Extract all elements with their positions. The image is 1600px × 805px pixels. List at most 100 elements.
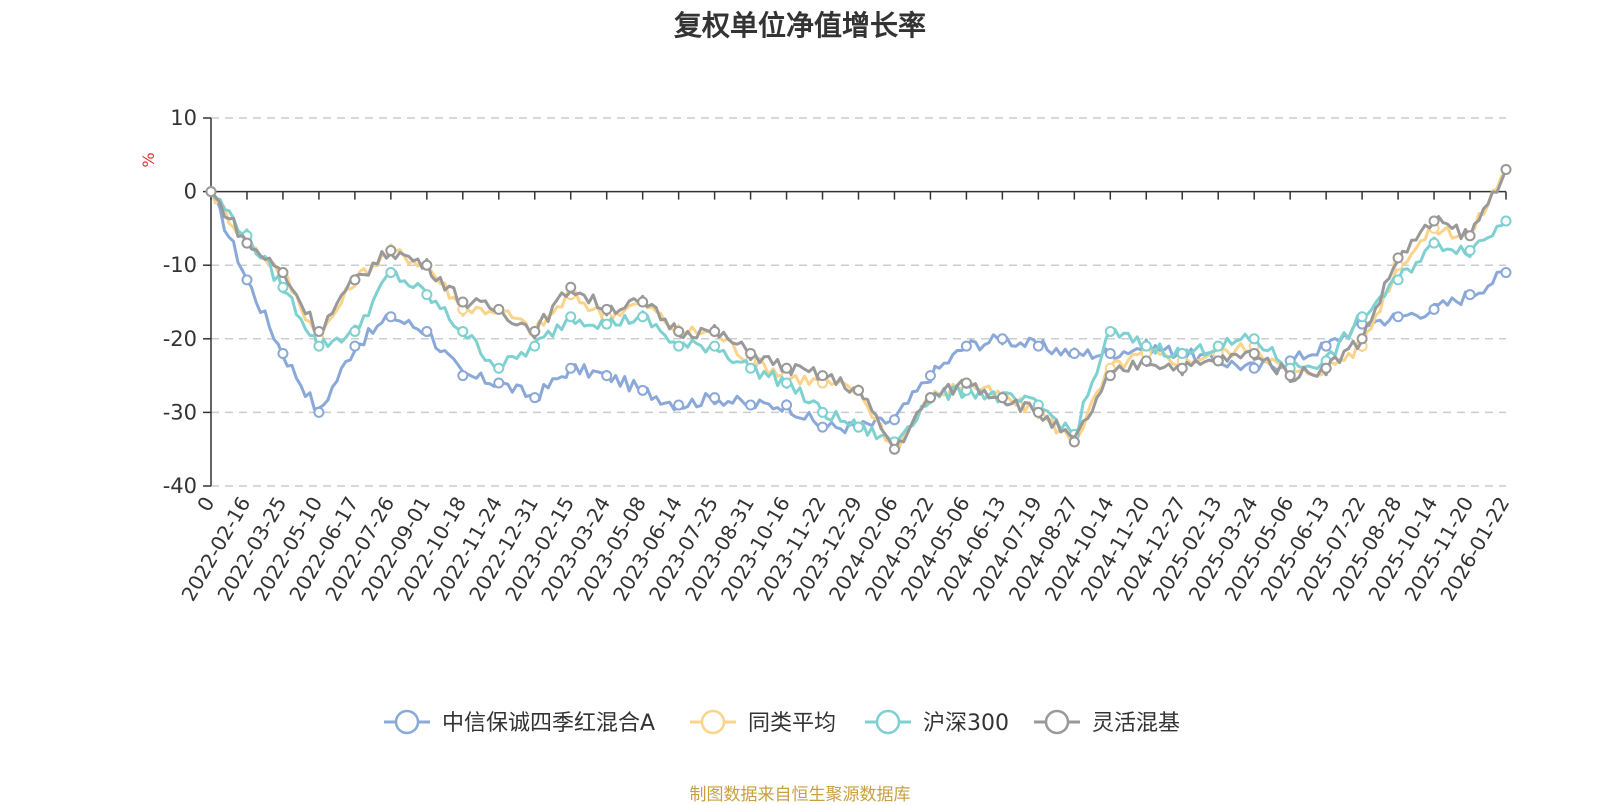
data-point: [960, 340, 972, 352]
y-tick-label: -20: [163, 327, 197, 351]
data-point: [529, 325, 541, 337]
data-point: [1212, 355, 1224, 367]
y-tick-label: -10: [163, 253, 197, 277]
data-point: [709, 340, 721, 352]
legend-label: 中信保诚四季红混合A: [442, 711, 655, 736]
series-layer: [205, 164, 1512, 455]
legend-swatch-marker: [875, 709, 901, 735]
legend-label: 灵活混基: [1092, 711, 1180, 736]
data-point: [1104, 370, 1116, 382]
data-point: [277, 348, 289, 360]
data-point: [1464, 289, 1476, 301]
data-point: [277, 267, 289, 279]
data-point: [1320, 362, 1332, 374]
data-point: [1140, 355, 1152, 367]
series-line: [209, 190, 1507, 435]
data-point: [241, 237, 253, 249]
data-point: [529, 340, 541, 352]
data-point: [1464, 244, 1476, 256]
data-point: [817, 406, 829, 418]
data-point: [1176, 348, 1188, 360]
data-point: [565, 362, 577, 374]
data-point: [1068, 348, 1080, 360]
data-point: [385, 267, 397, 279]
data-point: [349, 325, 361, 337]
data-point: [1428, 237, 1440, 249]
legend-label: 沪深300: [923, 711, 1009, 736]
data-point: [924, 370, 936, 382]
y-tick-label: 10: [170, 106, 197, 130]
data-point: [349, 340, 361, 352]
data-point: [421, 325, 433, 337]
data-point: [709, 325, 721, 337]
data-point: [493, 362, 505, 374]
data-point: [1392, 252, 1404, 264]
data-point: [637, 311, 649, 323]
data-point: [493, 377, 505, 389]
data-point: [709, 392, 721, 404]
legend-item: 同类平均: [690, 709, 836, 736]
data-point: [637, 296, 649, 308]
data-point: [601, 303, 613, 315]
data-point: [349, 274, 361, 286]
data-point: [960, 377, 972, 389]
legend-swatch-marker: [394, 709, 420, 735]
series-line: [209, 168, 1508, 453]
data-point: [1356, 311, 1368, 323]
data-point: [493, 303, 505, 315]
data-point: [745, 348, 757, 360]
data-point: [1212, 340, 1224, 352]
series-group: [205, 164, 1512, 455]
data-point: [1068, 436, 1080, 448]
data-point: [745, 399, 757, 411]
data-point: [1392, 274, 1404, 286]
data-point: [924, 392, 936, 404]
series-line: [209, 168, 1508, 451]
data-point: [996, 392, 1008, 404]
data-point: [1428, 303, 1440, 315]
data-point: [1248, 333, 1260, 345]
data-point: [853, 384, 864, 396]
data-point: [888, 414, 900, 426]
chart-title: 复权单位净值增长率: [673, 9, 926, 42]
data-point: [817, 421, 829, 433]
data-point: [1428, 215, 1440, 227]
data-point: [637, 384, 649, 396]
data-point: [1320, 340, 1332, 352]
data-point: [457, 325, 469, 337]
data-point: [277, 281, 289, 293]
data-point: [673, 340, 685, 352]
data-point: [673, 325, 685, 337]
data-point: [385, 244, 397, 256]
y-tick-label: 0: [184, 180, 197, 204]
data-point: [1500, 267, 1512, 279]
line-chart: 100-10-20-30-4002022-02-162022-03-252022…: [139, 106, 1514, 736]
y-tick-label: -30: [163, 400, 197, 424]
data-point: [1248, 362, 1260, 374]
data-point: [781, 377, 793, 389]
series-group: [205, 186, 1512, 435]
data-point: [1392, 311, 1404, 323]
data-point: [745, 362, 757, 374]
legend-item: 灵活混基: [1034, 709, 1180, 736]
legend-label: 同类平均: [748, 711, 836, 736]
data-point: [781, 399, 793, 411]
data-point: [313, 340, 325, 352]
legend-swatch-marker: [700, 709, 726, 735]
data-point: [1500, 164, 1512, 176]
data-point: [601, 370, 613, 382]
data-point: [1032, 406, 1044, 418]
data-point: [457, 370, 469, 382]
data-point: [1356, 333, 1368, 345]
x-tick-label: 0: [192, 493, 219, 516]
legend-item: 中信保诚四季红混合A: [384, 709, 655, 736]
series-group: [205, 186, 1512, 448]
y-axis-label: %: [139, 152, 158, 167]
series-group: [205, 164, 1512, 455]
data-source-note: 制图数据来自恒生聚源数据库: [689, 785, 911, 805]
data-point: [205, 186, 217, 198]
data-point: [996, 333, 1008, 345]
data-point: [421, 289, 433, 301]
data-point: [385, 311, 397, 323]
